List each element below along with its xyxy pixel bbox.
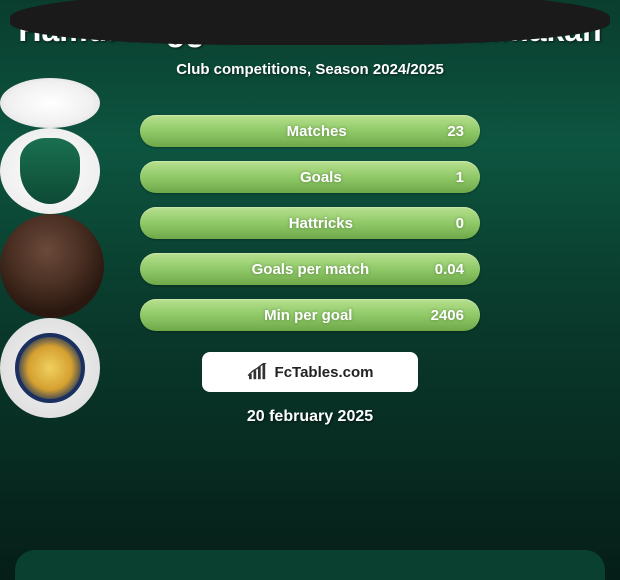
stat-value: 1 xyxy=(456,169,464,186)
stat-value: 0.04 xyxy=(435,261,464,278)
stat-label: Goals xyxy=(300,169,342,186)
player1-club-badge xyxy=(0,128,100,214)
subtitle: Club competitions, Season 2024/2025 xyxy=(0,61,620,78)
player2-avatar xyxy=(0,214,104,318)
stat-row: Goals per match 0.04 xyxy=(140,253,480,285)
player1-avatar xyxy=(0,78,100,128)
stat-row: Goals 1 xyxy=(140,161,480,193)
stats-list: Matches 23 Goals 1 Hattricks 0 Goals per… xyxy=(140,115,480,345)
stat-value: 0 xyxy=(456,215,464,232)
player2-club-badge xyxy=(0,318,100,418)
stat-label: Matches xyxy=(287,123,347,140)
stat-value: 2406 xyxy=(431,307,464,324)
stat-row: Matches 23 xyxy=(140,115,480,147)
date-text: 20 february 2025 xyxy=(0,408,620,426)
stat-row: Min per goal 2406 xyxy=(140,299,480,331)
chart-icon xyxy=(247,363,269,381)
stat-label: Goals per match xyxy=(252,261,370,278)
branding-text: FcTables.com xyxy=(275,364,374,381)
branding-badge: FcTables.com xyxy=(202,352,418,392)
stat-row: Hattricks 0 xyxy=(140,207,480,239)
stat-label: Hattricks xyxy=(289,215,353,232)
stat-value: 23 xyxy=(447,123,464,140)
stat-label: Min per goal xyxy=(264,307,352,324)
